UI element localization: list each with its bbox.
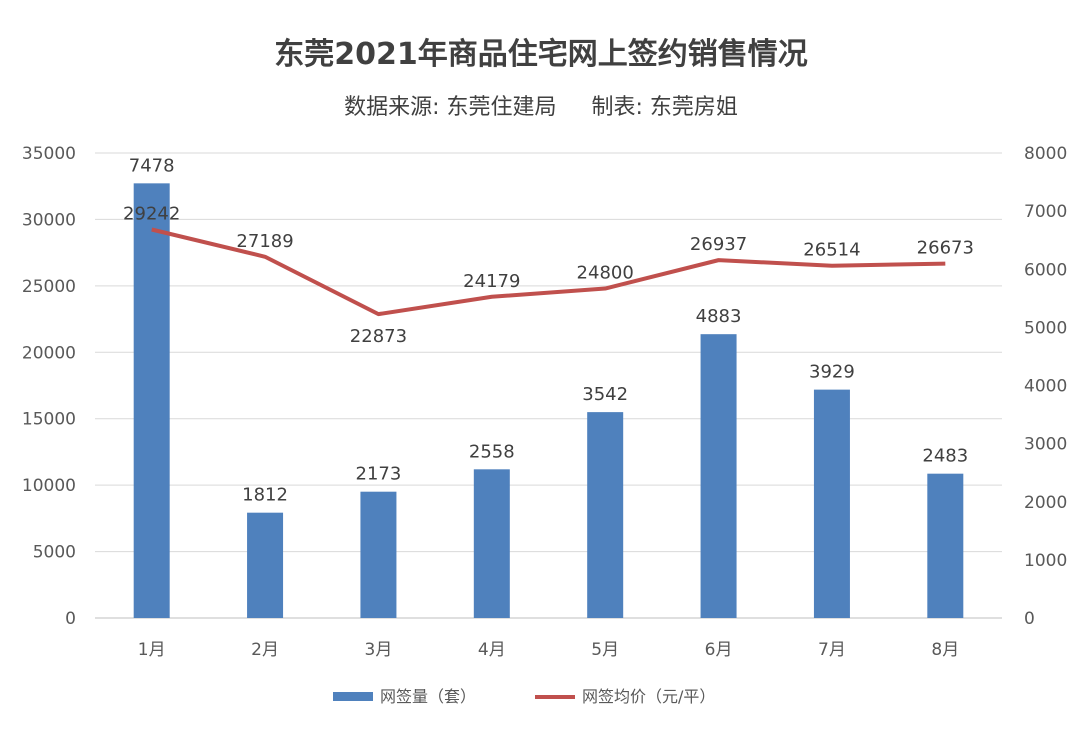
bar-data-label: 2173 [356,464,402,485]
line-data-label: 24800 [577,263,634,284]
left-axis-tick-label: 20000 [22,343,76,363]
right-axis-tick-label: 1000 [1024,551,1067,571]
bar-series [133,183,964,618]
legend: 网签量（套） 网签均价（元/平） [333,687,715,706]
line-data-label: 26514 [803,240,860,261]
bar-data-label: 7478 [129,155,175,176]
left-axis-tick-label: 25000 [22,277,76,297]
x-axis-tick-label: 6月 [705,640,733,660]
right-axis-tick-label: 0 [1024,609,1035,629]
bar [360,491,397,618]
right-axis-tick-label: 6000 [1024,260,1067,280]
line-data-label: 24179 [463,271,520,292]
x-axis-tick-label: 2月 [251,640,279,660]
bar [813,389,850,618]
left-axis-tick-label: 5000 [33,543,76,563]
right-axis-tick-label: 2000 [1024,493,1067,513]
right-axis-tick-label: 4000 [1024,377,1067,397]
bar-data-label: 2483 [922,446,968,467]
bar-data-label: 2558 [469,441,515,462]
line-data-label: 27189 [236,231,293,252]
left-axis-tick-label: 10000 [22,476,76,496]
x-axis-tick-label: 5月 [591,640,619,660]
data-labels: 7478 1812 2173 2558 3542 4883 3929 2483 29242 271… [123,155,974,505]
bar [927,473,964,618]
left-axis-tick-label: 35000 [22,144,76,164]
left-axis-tick-label: 15000 [22,410,76,430]
chart-subtitle: 数据来源: 东莞住建局 制表: 东莞房姐 [344,95,738,120]
left-axis-tick-label: 30000 [22,210,76,230]
chart-title: 东莞2021年商品住宅网上签约销售情况 [274,37,808,72]
bar [473,469,510,618]
bar-data-label: 4883 [696,306,742,327]
left-axis-tick-label: 0 [65,609,76,629]
bar [247,512,284,618]
line-data-label: 26937 [690,234,747,255]
right-axis-tick-label: 3000 [1024,435,1067,455]
price-line [151,227,946,317]
legend-line-label: 网签均价（元/平） [582,687,715,706]
x-axis-tick-label: 3月 [365,640,393,660]
right-axis-tick-label: 7000 [1024,202,1067,222]
bar [587,412,624,618]
x-axis-tick-label: 8月 [931,640,959,660]
legend-bar-label: 网签量（套） [380,687,476,706]
line-series [151,227,946,317]
right-axis-tick-label: 8000 [1024,144,1067,164]
line-data-label: 26673 [917,238,974,259]
line-data-label: 22873 [350,326,407,347]
bar-data-label: 1812 [242,485,288,506]
bar [133,183,170,618]
bar [700,334,737,618]
x-axis-tick-label: 1月 [138,640,166,660]
bar-data-label: 3542 [582,384,628,405]
gridlines [95,152,1002,619]
line-data-label: 29242 [123,203,180,224]
legend-bar-swatch [333,692,373,701]
bar-data-label: 3929 [809,362,855,383]
right-axis-tick-label: 5000 [1024,318,1067,338]
x-axis-tick-label: 7月 [818,640,846,660]
x-axis-tick-label: 4月 [478,640,506,660]
axes: 0 5000 10000 15000 20000 25000 30000 35000 0 1000… [22,144,1067,660]
